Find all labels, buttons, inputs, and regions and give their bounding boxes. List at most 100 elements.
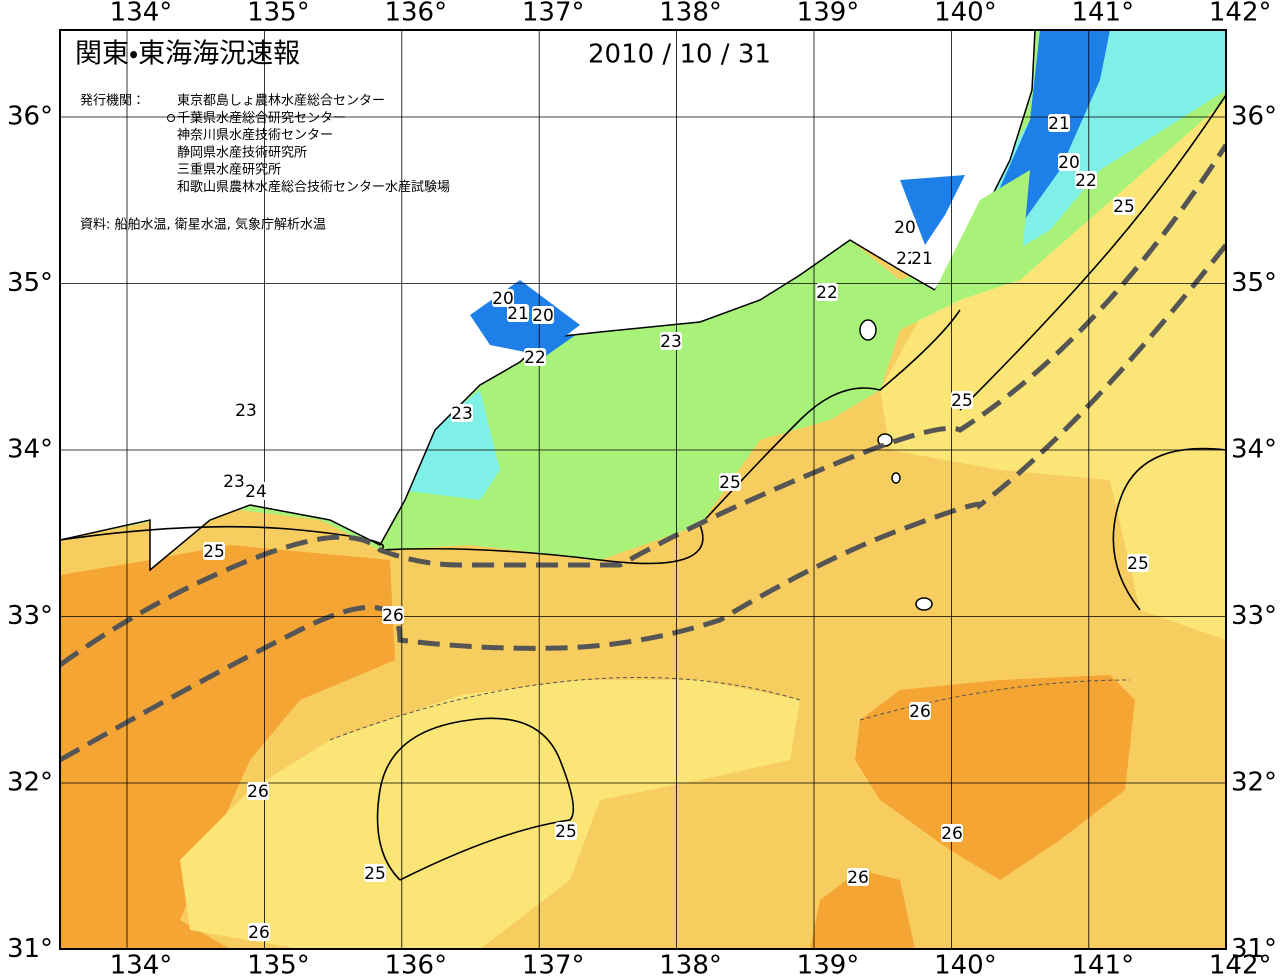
publisher: 千葉県水産総合研究センター — [177, 110, 346, 126]
contour-label: 26 — [847, 868, 869, 888]
contour-label: 22 — [816, 283, 838, 303]
lon-tick-label: 134° — [110, 0, 173, 28]
contour-label: 26 — [247, 782, 269, 802]
contour-label: 23 — [660, 332, 682, 352]
contour-label-bg — [248, 923, 270, 941]
lon-tick-label: 134° — [110, 951, 173, 980]
contour-label: 26 — [382, 606, 404, 626]
lon-tick-label: 135° — [247, 0, 310, 28]
lon-tick-label: 138° — [659, 951, 722, 980]
island — [877, 433, 893, 447]
lat-tick-label: 36° — [7, 102, 53, 132]
lat-tick-label: 34° — [1231, 435, 1277, 465]
contour-label-bg — [941, 824, 963, 842]
publisher: 静岡県水産技術研究所 — [177, 144, 307, 160]
lon-tick-label: 136° — [384, 0, 447, 28]
contour-label: 26 — [248, 923, 270, 943]
contour-line — [376, 717, 575, 881]
contour-label-bg — [524, 348, 546, 366]
sst-fill — [60, 30, 1226, 949]
contour-label: 21 — [507, 304, 529, 324]
contour-label-bg — [235, 401, 257, 419]
contour-label-bg — [451, 404, 473, 422]
contour-line — [1112, 447, 1226, 611]
lon-tick-label: 135° — [247, 951, 310, 980]
contour-label: 23 — [223, 472, 245, 492]
contour-label: 20 — [1058, 153, 1080, 173]
contour-label-bg — [492, 289, 514, 307]
contour-label-bg — [223, 472, 245, 490]
contour-label-bg — [909, 702, 931, 720]
lon-tick-label: 137° — [522, 0, 585, 28]
contour-label: 20 — [532, 306, 554, 326]
island — [891, 472, 901, 484]
lat-tick-label: 34° — [7, 435, 53, 465]
contour-label-bg — [532, 306, 554, 324]
contour-label: 25 — [1127, 554, 1149, 574]
contour-label: 23 — [235, 401, 257, 421]
lat-tick-label: 33° — [7, 601, 53, 631]
contour-label-bg — [1058, 153, 1080, 171]
lon-tick-label: 141° — [1071, 0, 1134, 28]
contour-label-bg — [894, 218, 916, 236]
lon-tick-label: 140° — [934, 0, 997, 28]
contour-line — [60, 309, 961, 565]
contour-label: 22 — [524, 348, 546, 368]
contour-label: 26 — [909, 702, 931, 722]
contour-label-bg — [364, 864, 386, 882]
lat-tick-label: 32° — [7, 768, 53, 798]
lat-tick-label: 31° — [1231, 934, 1277, 964]
contour-label: 22 — [1075, 171, 1097, 191]
publishers: 東京都島しょ農林水産総合センター千葉県水産総合研究センター神奈川県水産技術センタ… — [177, 93, 450, 196]
map-frame — [59, 29, 1227, 950]
lon-tick-label: 137° — [522, 951, 585, 980]
lat-tick-label: 35° — [1231, 268, 1277, 298]
publisher-label: 発行機関： — [80, 94, 145, 109]
lon-tick-label: 142° — [1209, 951, 1272, 980]
lon-tick-label: 139° — [797, 951, 860, 980]
contour-label-bg — [847, 868, 869, 886]
lon-tick-label: 139° — [797, 0, 860, 28]
lon-tick-label: 141° — [1071, 951, 1134, 980]
cool-area — [890, 160, 1226, 640]
cool-area — [180, 680, 800, 949]
contour-line — [329, 677, 801, 741]
contour-label-bg — [660, 332, 682, 350]
source: 資料: 船舶水温, 衛星水温, 気象庁解析水温 — [80, 217, 326, 233]
contour-label: 20 — [894, 218, 916, 238]
lon-tick-label: 138° — [659, 0, 722, 28]
lon-tick-label: 136° — [384, 951, 447, 980]
contour-label: 23 — [451, 404, 473, 424]
contour-label: 25 — [364, 864, 386, 884]
green-area — [930, 170, 1030, 300]
contour-label-bg — [555, 822, 577, 840]
publisher: 東京都島しょ農林水産総合センター — [177, 93, 385, 109]
contour-label-bg — [203, 542, 225, 560]
map-title: 関東・東海海況速報 — [75, 39, 300, 70]
lon-tick-label: 142° — [1209, 0, 1272, 28]
warm-area — [855, 675, 1135, 880]
contour-label-bg — [245, 482, 267, 500]
map-date: 2010 / 10 / 31 — [588, 40, 771, 70]
lat-tick-label: 35° — [7, 268, 53, 298]
contour-label: 26 — [941, 824, 963, 844]
contour-label: 25 — [203, 542, 225, 562]
warm-area — [810, 870, 915, 949]
contour-line — [859, 679, 1131, 721]
contour-label: 25 — [951, 391, 973, 411]
contour-line — [959, 94, 1226, 411]
lat-tick-label: 31° — [7, 934, 53, 964]
contour-label-bg — [382, 606, 404, 624]
contour-label: 20 — [492, 289, 514, 309]
cool-area — [880, 100, 1226, 450]
publisher: 神奈川県水産技術センター — [177, 127, 333, 143]
contour-label-bg — [507, 304, 529, 322]
lon-tick-label: 140° — [934, 951, 997, 980]
contour-label-bg — [816, 283, 838, 301]
contour-label: 25 — [1113, 197, 1135, 217]
contour-label: 25 — [719, 473, 741, 493]
